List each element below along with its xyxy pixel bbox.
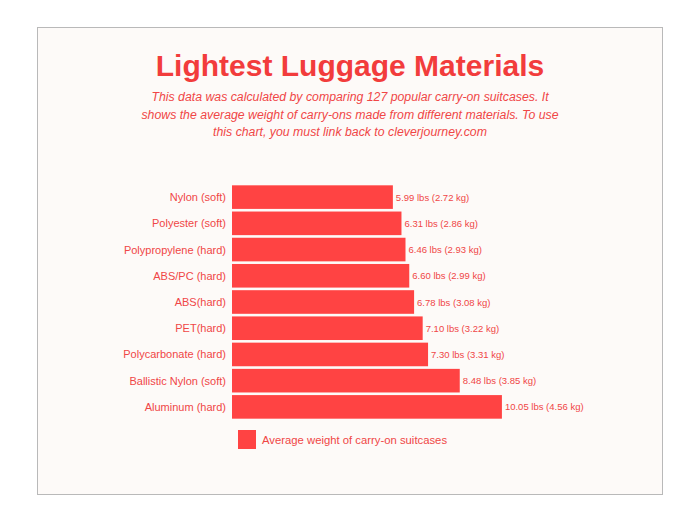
category-label: Ballistic Nylon (soft) <box>129 375 226 387</box>
bar <box>232 238 405 262</box>
labels: Nylon (soft) Polyester (soft) Polypropylen… <box>123 191 583 413</box>
bar <box>232 264 409 288</box>
page: {"chart_data": { "type": "bar", "orienta… <box>0 0 700 524</box>
bar <box>232 212 401 236</box>
chart-svg: Lightest Luggage Materials This data was … <box>0 0 700 524</box>
legend-swatch <box>238 430 256 449</box>
subtitle: this chart, you must link back to clever… <box>213 125 487 139</box>
category-label: PET(hard) <box>175 322 226 334</box>
bar <box>232 316 423 340</box>
legend-label: Average weight of carry-on suitcases <box>262 434 447 446</box>
bar <box>232 369 460 393</box>
data-label: 7.10 lbs (3.22 kg) <box>426 323 499 334</box>
subtitle: shows the average weight of carry-ons ma… <box>141 108 558 122</box>
bars <box>232 185 502 418</box>
category-label: ABS/PC (hard) <box>153 270 226 282</box>
data-label: 7.30 lbs (3.31 kg) <box>431 349 504 360</box>
data-label: 6.60 lbs (2.99 kg) <box>412 270 485 281</box>
bar <box>232 395 502 419</box>
data-label: 6.46 lbs (2.93 kg) <box>408 244 481 255</box>
data-label: 5.99 lbs (2.72 kg) <box>396 192 469 203</box>
data-label: 10.05 lbs (4.56 kg) <box>505 401 584 412</box>
category-label: Aluminum (hard) <box>145 401 226 413</box>
chart-container: Lightest Luggage Materials This data was … <box>0 0 700 524</box>
category-label: Polypropylene (hard) <box>124 244 226 256</box>
category-label: Nylon (soft) <box>170 191 226 203</box>
legend: Average weight of carry-on suitcases <box>238 430 447 449</box>
bar <box>232 185 393 209</box>
frame <box>38 28 663 495</box>
subtitle: This data was calculated by comparing 12… <box>151 90 549 104</box>
category-label: Polyester (soft) <box>152 217 226 229</box>
bar <box>232 343 428 367</box>
data-label: 8.48 lbs (3.85 kg) <box>463 375 536 386</box>
data-label: 6.31 lbs (2.86 kg) <box>404 218 477 229</box>
title: Lightest Luggage Materials <box>156 49 544 82</box>
bar <box>232 290 414 314</box>
category-label: Polycarbonate (hard) <box>123 348 226 360</box>
data-label: 6.78 lbs (3.08 kg) <box>417 297 490 308</box>
category-label: ABS(hard) <box>175 296 226 308</box>
